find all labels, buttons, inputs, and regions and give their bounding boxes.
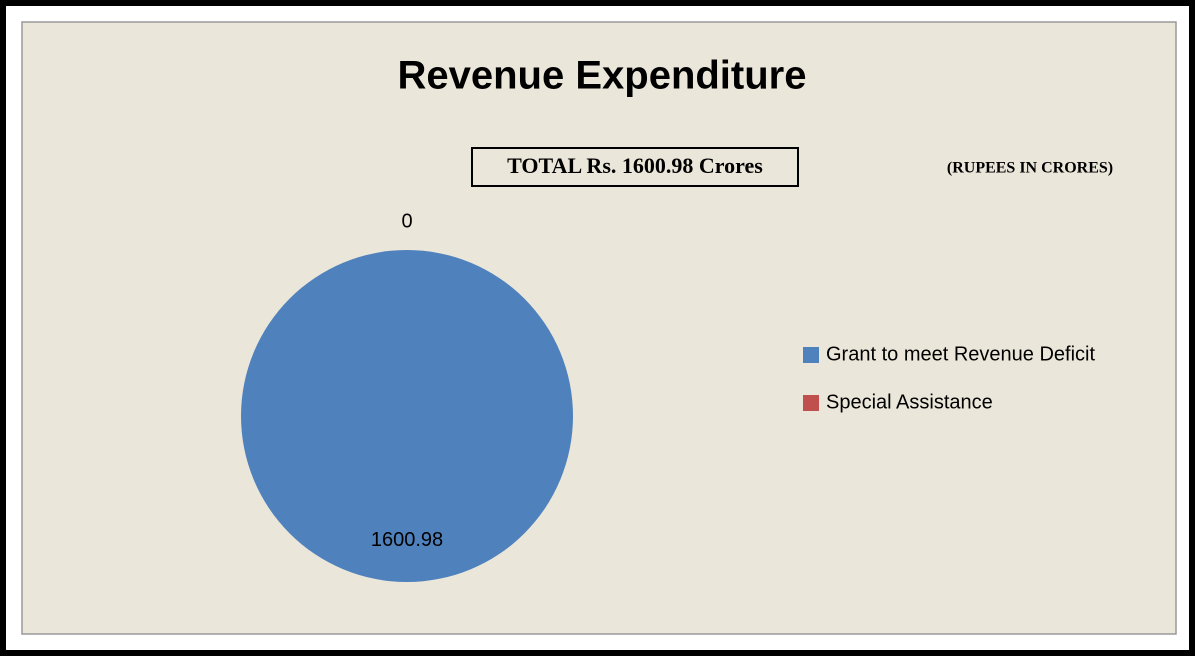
data-label: 1600.98 [371, 529, 443, 551]
legend-swatch [803, 395, 819, 411]
annotation: TOTAL Rs. 1600.98 Crores [507, 153, 763, 178]
legend-label: Special Assistance [826, 391, 993, 413]
annotation-box [471, 147, 799, 187]
pie-slice [241, 250, 573, 582]
annotation: (RUPEES IN CRORES) [947, 160, 1113, 177]
plot-panel [21, 21, 1177, 635]
data-label: 0 [401, 210, 412, 232]
chart-title: Revenue Expenditure [397, 54, 806, 98]
legend-label: Grant to meet Revenue Deficit [826, 343, 1095, 365]
legend-swatch [803, 347, 819, 363]
